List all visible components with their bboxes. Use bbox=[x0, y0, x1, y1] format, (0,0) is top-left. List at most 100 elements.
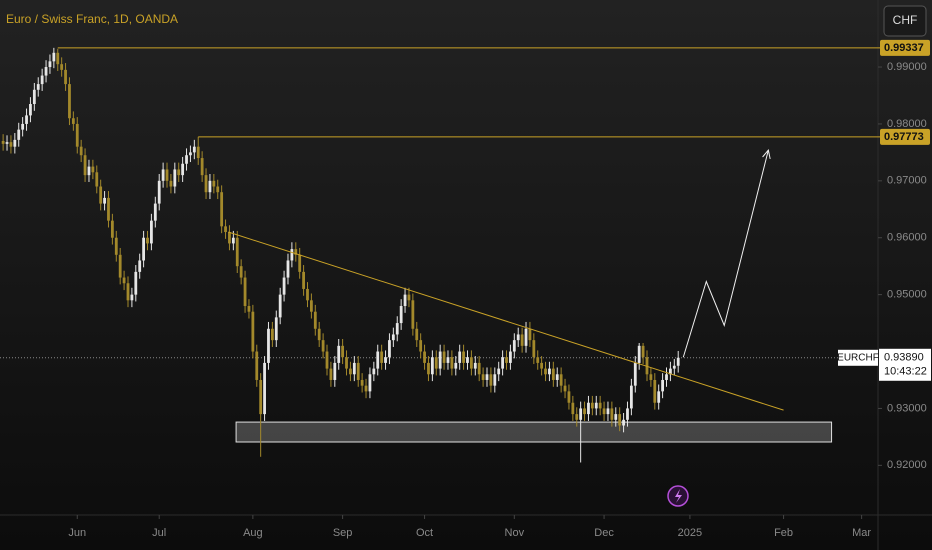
candle-body bbox=[267, 328, 270, 363]
support-zone bbox=[235, 421, 833, 443]
candle-body bbox=[321, 340, 325, 352]
candle-body bbox=[263, 362, 266, 415]
symbol-label-bg bbox=[838, 349, 878, 366]
y-tick-label: 0.99000 bbox=[887, 61, 927, 73]
candle-body bbox=[594, 402, 598, 409]
y-tick-label: 0.97000 bbox=[887, 175, 927, 187]
candle-body bbox=[337, 345, 341, 363]
candle-body bbox=[419, 340, 423, 352]
currency-button[interactable] bbox=[883, 5, 927, 37]
candle-body bbox=[317, 328, 321, 341]
candle-body bbox=[64, 69, 67, 85]
candle-body bbox=[579, 408, 583, 420]
candle-body bbox=[610, 408, 614, 420]
x-tick-label: Dec bbox=[594, 527, 614, 539]
candle-body bbox=[255, 351, 259, 380]
candle-body bbox=[645, 357, 649, 375]
candle-body bbox=[146, 237, 149, 244]
candle-body bbox=[388, 340, 391, 358]
candle-body bbox=[548, 368, 551, 375]
x-tick-label: Sep bbox=[333, 527, 353, 539]
candle-body bbox=[477, 362, 481, 375]
candle-body bbox=[524, 328, 528, 346]
candle-body bbox=[473, 362, 477, 369]
candle-body bbox=[629, 385, 633, 409]
currency-label[interactable]: CHF bbox=[893, 13, 918, 27]
candle-body bbox=[462, 351, 465, 363]
x-tick-label: Nov bbox=[505, 527, 525, 539]
candle-body bbox=[329, 368, 333, 380]
x-tick-label: Jun bbox=[68, 527, 86, 539]
candle-body bbox=[259, 379, 263, 415]
candle-body bbox=[71, 118, 75, 124]
candle-body bbox=[509, 351, 512, 363]
trendline bbox=[228, 231, 784, 411]
x-tick-label: Mar bbox=[852, 527, 871, 539]
candle-body bbox=[21, 123, 25, 130]
candle-body bbox=[661, 379, 664, 392]
candle-body bbox=[157, 180, 161, 204]
candle-body bbox=[99, 186, 103, 204]
candle-body bbox=[633, 362, 637, 386]
candle-body bbox=[251, 311, 255, 352]
event-icon-bolt bbox=[675, 489, 682, 503]
candle-body bbox=[333, 362, 337, 380]
candle-body bbox=[36, 84, 40, 90]
candle-body bbox=[649, 374, 653, 380]
candle-body bbox=[107, 197, 110, 221]
candle-body bbox=[200, 158, 204, 176]
candle-body bbox=[278, 294, 282, 318]
candle-body bbox=[9, 142, 13, 147]
last-price-label: 0.93890 bbox=[884, 352, 924, 364]
candle-body bbox=[290, 249, 294, 261]
chart-title: Euro / Swiss Franc, 1D, OANDA bbox=[6, 12, 178, 26]
candle-body bbox=[567, 391, 571, 403]
level-label-bg bbox=[880, 128, 930, 145]
candle-body bbox=[536, 357, 540, 363]
candle-body bbox=[216, 186, 220, 193]
candle-body bbox=[48, 61, 52, 68]
candle-body bbox=[298, 254, 302, 272]
candle-body bbox=[606, 408, 610, 415]
candle-body bbox=[110, 220, 114, 238]
candle-body bbox=[520, 334, 524, 346]
candle-body bbox=[516, 334, 520, 341]
candle-body bbox=[282, 277, 286, 295]
candle-body bbox=[243, 277, 247, 307]
candle-body bbox=[395, 323, 399, 335]
y-tick-label: 0.95000 bbox=[887, 289, 927, 301]
y-tick-label: 0.93000 bbox=[887, 402, 927, 414]
candle-body bbox=[438, 351, 442, 369]
candle-body bbox=[372, 368, 376, 375]
candle-body bbox=[208, 180, 212, 193]
candle-body bbox=[575, 414, 579, 420]
candle-body bbox=[493, 374, 497, 386]
candle-body bbox=[676, 357, 680, 366]
x-tick-label: Aug bbox=[243, 527, 263, 539]
candle-body bbox=[469, 357, 473, 369]
candle-body bbox=[384, 357, 387, 363]
candle-body bbox=[563, 385, 567, 392]
candle-body bbox=[497, 368, 501, 375]
candle-body bbox=[91, 166, 95, 173]
candle-body bbox=[345, 357, 348, 369]
candle-body bbox=[614, 414, 618, 420]
candle-body bbox=[150, 220, 153, 244]
x-tick-label: Jul bbox=[152, 527, 166, 539]
candle-body bbox=[427, 362, 430, 375]
candle-body bbox=[161, 169, 165, 181]
candle-body bbox=[450, 357, 454, 369]
candle-body bbox=[454, 362, 458, 369]
candle-body bbox=[669, 368, 672, 375]
candle-body bbox=[505, 357, 508, 363]
candle-body bbox=[204, 175, 208, 193]
candle-body bbox=[489, 374, 493, 386]
candle-body bbox=[653, 379, 657, 403]
candle-body bbox=[512, 340, 516, 352]
candle-body bbox=[434, 357, 438, 369]
candle-body bbox=[442, 351, 446, 363]
projection-path bbox=[682, 149, 769, 358]
candle-body bbox=[481, 374, 485, 380]
